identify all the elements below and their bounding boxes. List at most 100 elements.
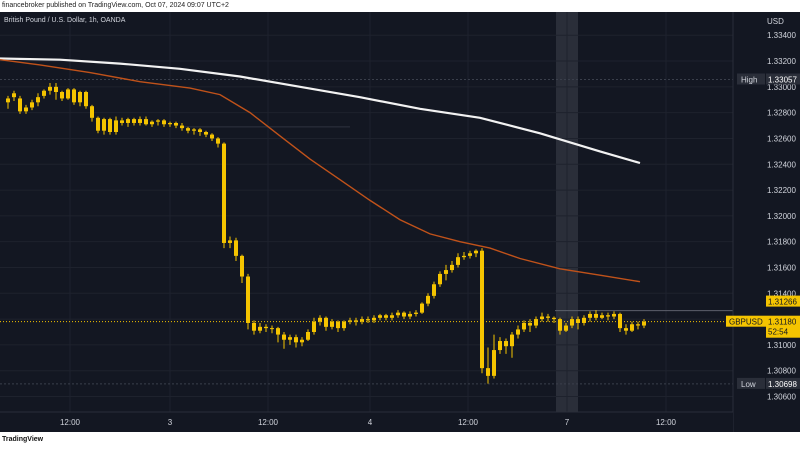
candle: [228, 236, 232, 249]
candle: [216, 137, 220, 148]
candle: [276, 326, 280, 343]
candle: [600, 312, 604, 320]
footer: TradingView: [0, 432, 800, 450]
chart-svg[interactable]: USD 1.334001.332001.330001.328001.326001…: [0, 12, 800, 432]
candle: [78, 90, 82, 107]
candle: [132, 117, 136, 126]
candle: [582, 315, 586, 326]
candle: [144, 116, 148, 126]
candle: [360, 316, 364, 325]
candle: [66, 88, 70, 100]
moving-averages: [0, 57, 641, 283]
candle: [204, 130, 208, 138]
candle: [288, 334, 292, 345]
candle: [162, 119, 166, 127]
publish-header: financebroker published on TradingView.c…: [0, 0, 800, 12]
candle: [618, 312, 622, 332]
time-axis[interactable]: [0, 412, 733, 432]
candle: [150, 120, 154, 127]
price-tick-label: 1.33000: [767, 83, 796, 92]
candle: [468, 250, 472, 259]
candle: [384, 313, 388, 321]
candle: [540, 312, 544, 322]
candle: [462, 252, 466, 260]
chart-title: British Pound / U.S. Dollar, 1h, OANDA: [4, 17, 126, 24]
candle: [420, 302, 424, 314]
price-marker-value: 1.31266: [768, 298, 797, 307]
candle: [102, 117, 106, 135]
candle: [378, 313, 382, 321]
candle: [372, 315, 376, 323]
candle: [438, 271, 442, 287]
price-tick-label: 1.32400: [767, 160, 796, 169]
candle: [12, 90, 16, 102]
candle: [558, 317, 562, 335]
candle: [450, 261, 454, 273]
candle: [498, 337, 502, 354]
price-ticks: 1.33400 1.33200 1.33000 1.32800 1.32600 1.324…: [767, 31, 796, 401]
candle: [564, 322, 568, 332]
time-tick-label: 12:00: [458, 418, 479, 427]
candle: [546, 313, 550, 322]
candle: [456, 253, 460, 268]
candle: [396, 310, 400, 318]
candle: [54, 82, 58, 100]
price-tick-label: 1.30600: [767, 393, 796, 402]
candle: [636, 321, 640, 330]
currency-label: USD: [767, 17, 784, 26]
high-label: High 1.33057: [737, 73, 800, 85]
candle: [222, 142, 226, 249]
candle: [258, 322, 262, 334]
candle: [348, 317, 352, 325]
candle: [390, 312, 394, 321]
candle: [36, 93, 40, 107]
candle: [480, 248, 484, 374]
current-value: 1.31180: [768, 318, 797, 327]
candle: [270, 325, 274, 334]
time-tick-label: 12:00: [258, 418, 279, 427]
current-symbol: GBPUSD: [729, 318, 763, 327]
current-countdown: 52:54: [768, 328, 789, 337]
candle: [42, 89, 46, 99]
candle: [366, 316, 370, 323]
candle: [414, 310, 418, 317]
price-tick-label: 1.31800: [767, 238, 796, 247]
time-tick-label: 7: [565, 418, 570, 427]
horizontal-levels: [0, 78, 733, 385]
candle: [210, 133, 214, 142]
time-tick-label: 12:00: [60, 418, 81, 427]
grid: [0, 12, 733, 412]
price-tick-label: 1.32600: [767, 134, 796, 143]
candle: [324, 316, 328, 331]
high-label-text: High: [741, 76, 757, 85]
candle: [522, 320, 526, 332]
candle: [588, 311, 592, 322]
candle: [402, 311, 406, 320]
candle: [552, 316, 556, 323]
candle: [516, 325, 520, 339]
price-tick-label: 1.30800: [767, 367, 796, 376]
candle: [294, 334, 298, 348]
candle: [198, 128, 202, 136]
price-marker: 1.31266: [766, 295, 800, 307]
candle: [606, 312, 610, 321]
candle: [534, 316, 538, 329]
tradingview-logo: TradingView: [2, 436, 44, 443]
candle: [168, 121, 172, 127]
chart-panel[interactable]: USD 1.33400 1.33200 1.33000 1.32800 1.32600 1…: [0, 12, 800, 432]
candle: [174, 121, 178, 129]
high-value: 1.33057: [768, 76, 797, 85]
low-label: Low 1.30698: [737, 377, 800, 389]
candle: [474, 249, 478, 258]
time-ticks: 12:00 3 12:00 4 12:00 7 12:00: [60, 418, 677, 427]
price-tick-label: 1.32800: [767, 109, 796, 118]
ma-slow-line: [0, 57, 641, 165]
candle: [48, 82, 52, 95]
candle: [180, 122, 184, 131]
candle: [30, 99, 34, 111]
candle: [594, 310, 598, 321]
candle: [114, 116, 118, 135]
candle: [90, 104, 94, 122]
candle: [60, 90, 64, 102]
candle: [24, 104, 28, 114]
